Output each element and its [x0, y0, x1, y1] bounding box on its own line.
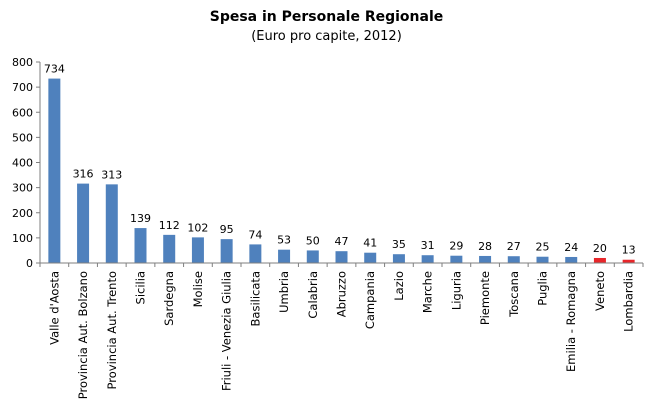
category-label: Veneto — [593, 271, 607, 311]
data-label: 47 — [335, 235, 349, 248]
chart-title: Spesa in Personale Regionale — [209, 9, 444, 25]
data-label: 139 — [130, 212, 151, 225]
category-label: Provincia Aut. Bolzano — [76, 271, 90, 399]
data-label: 95 — [220, 223, 234, 236]
category-label: Liguria — [449, 271, 463, 310]
category-label: Puglia — [536, 271, 550, 306]
data-label: 316 — [73, 168, 94, 181]
y-tick-label: 300 — [12, 182, 33, 195]
bar — [306, 250, 319, 263]
data-label: 313 — [101, 168, 122, 181]
data-label: 74 — [248, 228, 262, 241]
category-label: Marche — [421, 271, 435, 313]
category-label: Umbria — [277, 271, 291, 313]
data-label: 734 — [44, 63, 65, 76]
bar — [593, 257, 606, 263]
category-label: Campania — [363, 271, 377, 329]
data-label: 41 — [363, 237, 377, 250]
category-label: Piemonte — [478, 271, 492, 325]
y-tick-label: 700 — [12, 81, 33, 94]
data-label: 24 — [564, 241, 578, 254]
data-label: 25 — [536, 241, 550, 254]
bar — [220, 239, 233, 263]
bar — [622, 259, 635, 263]
category-label: Basilicata — [248, 271, 262, 326]
category-label: Lombardia — [622, 271, 636, 332]
y-tick-label: 200 — [12, 207, 33, 220]
data-label: 20 — [593, 242, 607, 255]
category-label: Abruzzo — [335, 271, 349, 317]
y-tick-label: 0 — [26, 257, 33, 270]
y-tick-label: 800 — [12, 56, 33, 69]
bar — [392, 254, 405, 263]
y-axis: 0 100 200 300 400 500 600 700 800 — [12, 56, 41, 270]
bar — [77, 183, 90, 263]
category-label: Lazio — [392, 271, 406, 301]
data-label: 35 — [392, 238, 406, 251]
category-label: Provincia Aut. Trento — [105, 271, 119, 389]
data-label: 102 — [187, 221, 208, 234]
category-label: Emilia - Romagna — [564, 271, 578, 372]
bar — [536, 256, 549, 263]
data-label: 29 — [449, 240, 463, 253]
bar — [105, 184, 118, 263]
data-label: 50 — [306, 234, 320, 247]
category-label: Molise — [191, 271, 205, 307]
bar — [450, 255, 463, 263]
bar — [278, 249, 291, 263]
bar — [565, 256, 578, 263]
bars — [48, 78, 635, 264]
category-label: Valle d'Aosta — [47, 271, 61, 345]
bar — [335, 251, 348, 263]
data-label: 53 — [277, 234, 291, 247]
y-tick-label: 400 — [12, 157, 33, 170]
category-label: Calabria — [306, 271, 320, 319]
y-tick-label: 100 — [12, 232, 33, 245]
category-label: Sicilia — [134, 271, 148, 304]
bar — [421, 255, 434, 263]
data-label: 31 — [421, 239, 435, 252]
y-tick-label: 600 — [12, 106, 33, 119]
data-label: 28 — [478, 240, 492, 253]
category-label: Sardegna — [162, 271, 176, 326]
bar — [134, 228, 147, 263]
bar — [479, 255, 492, 263]
data-label: 27 — [507, 240, 521, 253]
data-label: 13 — [622, 244, 636, 257]
y-tick-label: 500 — [12, 131, 33, 144]
data-label: 112 — [159, 219, 180, 232]
x-axis: Valle d'Aosta Provincia Aut. Bolzano Provi… — [39, 262, 644, 399]
bar — [191, 237, 204, 263]
bar — [249, 244, 262, 263]
bar — [48, 78, 61, 264]
category-label: Toscana — [507, 271, 521, 318]
bar — [163, 234, 176, 263]
chart-subtitle: (Euro pro capite, 2012) — [251, 29, 402, 44]
bar — [507, 256, 520, 263]
category-label: Friuli - Venezia Giulia — [220, 271, 234, 391]
bar — [364, 252, 377, 263]
data-labels: 734 316 313 139 112 102 95 74 53 50 47 41 35 31 29 28 27… — [44, 63, 636, 257]
